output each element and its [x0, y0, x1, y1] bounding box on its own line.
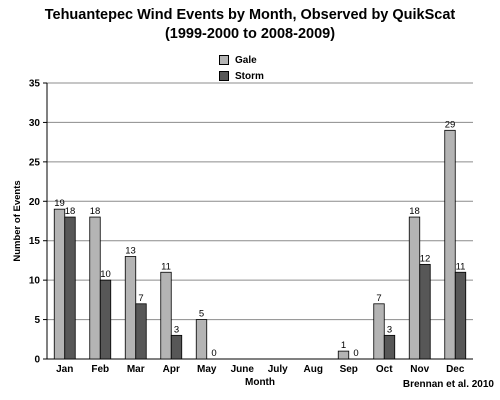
bar-gale-nov — [408, 216, 421, 360]
x-tick-label: Feb — [91, 364, 109, 375]
x-tick-label: Sep — [340, 364, 358, 375]
bar-gale-sep — [337, 350, 350, 360]
legend-item-gale: Gale — [219, 52, 264, 68]
y-tick-label: 5 — [34, 315, 40, 326]
bar-storm-apr — [170, 334, 183, 360]
x-tick-label: Apr — [163, 364, 180, 375]
y-axis-title: Number of Events — [12, 180, 23, 261]
x-tick-label: Oct — [376, 364, 393, 375]
chart-title: Tehuantepec Wind Events by Month, Observ… — [0, 6, 500, 44]
data-label-gale-jan: 19 — [54, 198, 65, 209]
data-label-storm-may: 0 — [211, 348, 216, 359]
legend-swatch-gale — [219, 55, 229, 65]
bar-storm-nov — [419, 263, 431, 360]
source-credit: Brennan et al. 2010 — [402, 379, 494, 390]
y-tick-label: 0 — [34, 355, 40, 366]
legend: Gale Storm — [219, 52, 264, 84]
chart-title-line2: (1999-2000 to 2008-2009) — [164, 26, 336, 42]
data-label-storm-apr: 3 — [174, 324, 179, 335]
legend-swatch-storm — [219, 71, 229, 81]
x-tick-label: July — [268, 364, 288, 375]
bar-gale-feb — [89, 216, 101, 360]
data-label-gale-nov: 18 — [409, 206, 420, 217]
bar-gale-jan — [53, 208, 66, 360]
data-label-storm-sep: 0 — [353, 348, 358, 359]
bar-gale-mar — [124, 256, 137, 360]
y-tick-label: 25 — [29, 157, 41, 168]
y-tick-label: 20 — [29, 197, 41, 208]
bar-storm-feb — [99, 279, 112, 360]
x-tick-label: Nov — [410, 364, 429, 375]
bar-gale-dec — [444, 129, 456, 360]
data-label-gale-mar: 13 — [125, 245, 136, 256]
data-label-storm-dec: 11 — [456, 261, 466, 272]
y-tick-label: 30 — [29, 118, 41, 129]
data-label-gale-feb: 18 — [90, 206, 101, 217]
data-label-storm-jan: 18 — [65, 206, 76, 217]
legend-label-storm: Storm — [235, 70, 264, 82]
bar-storm-oct — [383, 334, 396, 360]
x-tick-label: Mar — [127, 364, 145, 375]
bar-storm-mar — [135, 303, 147, 360]
x-tick-label: May — [197, 364, 217, 375]
data-label-storm-nov: 12 — [420, 253, 431, 264]
y-tick-label: 35 — [29, 79, 41, 90]
bar-gale-oct — [373, 303, 385, 360]
x-tick-label: Aug — [304, 364, 323, 375]
data-label-gale-dec: 29 — [445, 119, 456, 130]
bar-storm-dec — [454, 271, 467, 360]
data-label-storm-oct: 3 — [387, 324, 392, 335]
bar-gale-apr — [160, 271, 172, 360]
data-label-gale-may: 5 — [199, 309, 204, 320]
x-tick-label: Dec — [446, 364, 465, 375]
x-tick-label: Jan — [56, 364, 73, 375]
x-axis-title: Month — [245, 377, 275, 388]
legend-label-gale: Gale — [235, 54, 257, 66]
chart-title-line1: Tehuantepec Wind Events by Month, Observ… — [44, 7, 456, 23]
data-label-storm-mar: 7 — [138, 293, 143, 304]
data-label-gale-sep: 1 — [341, 340, 346, 351]
y-tick-label: 15 — [29, 236, 41, 247]
data-label-storm-feb: 10 — [100, 269, 111, 280]
data-label-gale-apr: 11 — [161, 261, 171, 272]
y-tick-label: 10 — [29, 276, 41, 287]
x-tick-label: June — [231, 364, 255, 375]
data-label-gale-oct: 7 — [376, 293, 381, 304]
bar-storm-jan — [64, 216, 76, 360]
bar-gale-may — [195, 319, 208, 360]
legend-item-storm: Storm — [219, 68, 264, 84]
